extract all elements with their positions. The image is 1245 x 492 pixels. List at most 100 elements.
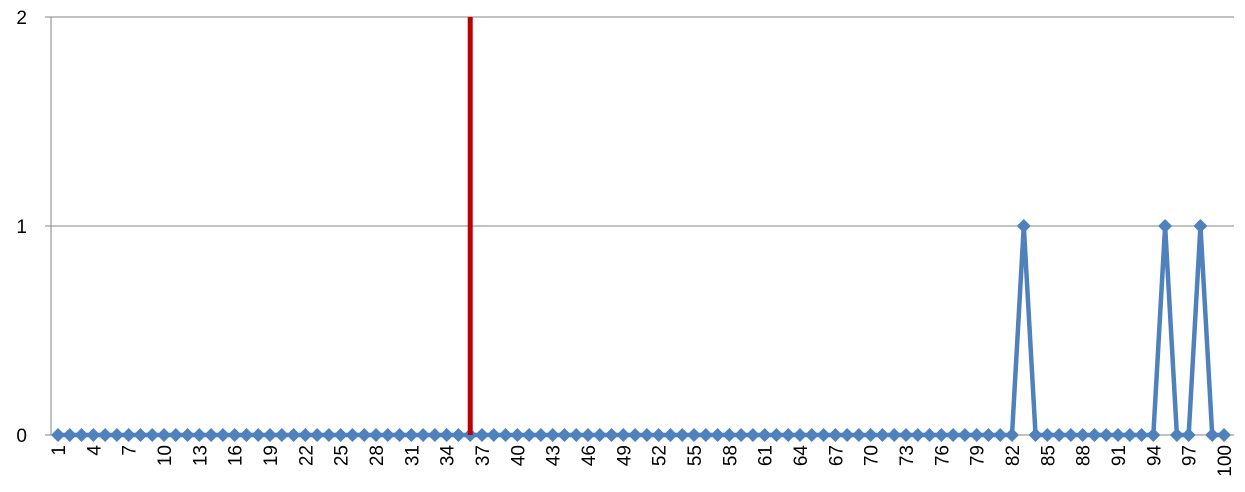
- data-point: [1146, 428, 1161, 442]
- data-point: [675, 428, 690, 442]
- x-tick-label: 22: [296, 445, 317, 466]
- data-point: [710, 428, 725, 442]
- data-point: [427, 428, 442, 442]
- x-tick-label: 61: [756, 445, 777, 466]
- data-point: [651, 428, 666, 442]
- data-point: [1205, 428, 1220, 442]
- data-point: [592, 428, 607, 442]
- data-point: [863, 428, 878, 442]
- x-tick-label: 31: [402, 445, 423, 466]
- data-point: [734, 428, 749, 442]
- data-point: [569, 428, 584, 442]
- data-point: [628, 428, 643, 442]
- data-point: [545, 428, 560, 442]
- data-point: [698, 428, 713, 442]
- x-tick-label: 82: [1003, 445, 1024, 466]
- data-point: [380, 428, 395, 442]
- data-point: [969, 428, 984, 442]
- x-tick-label: 73: [897, 445, 918, 466]
- data-point: [239, 428, 254, 442]
- data-point: [274, 428, 289, 442]
- x-tick-label: 4: [84, 445, 105, 456]
- data-point: [333, 428, 348, 442]
- data-point: [604, 428, 619, 442]
- data-point: [1111, 428, 1125, 442]
- data-point: [522, 428, 537, 442]
- data-point: [321, 428, 336, 442]
- data-point: [345, 428, 360, 442]
- data-point: [1099, 428, 1114, 442]
- data-point: [369, 428, 383, 442]
- data-point: [533, 428, 548, 442]
- data-point: [946, 428, 961, 442]
- series-line: [58, 223, 1224, 438]
- data-point: [310, 428, 325, 442]
- data-point: [416, 428, 431, 442]
- data-point: [722, 428, 737, 442]
- x-tick-label: 37: [473, 445, 494, 466]
- x-tick-label: 52: [650, 445, 671, 466]
- y-tick-label: 0: [16, 426, 27, 447]
- x-tick-label: 76: [932, 445, 953, 466]
- x-tick-label: 34: [438, 445, 459, 467]
- data-point: [793, 428, 807, 442]
- data-point: [557, 428, 572, 442]
- data-point: [86, 428, 101, 442]
- data-point: [840, 428, 855, 442]
- data-point: [639, 428, 654, 442]
- data-point: [757, 428, 772, 442]
- data-point: [581, 428, 595, 442]
- data-point: [781, 428, 796, 442]
- x-tick-label: 70: [862, 445, 883, 466]
- data-point: [745, 428, 760, 442]
- x-tick-label: 88: [1074, 445, 1095, 466]
- x-tick-label: 64: [791, 445, 812, 467]
- data-point: [62, 428, 77, 442]
- data-point: [357, 428, 372, 442]
- data-point: [1181, 428, 1196, 442]
- data-point: [769, 428, 784, 442]
- data-point: [180, 428, 195, 442]
- data-point: [498, 428, 513, 442]
- data-point: [887, 428, 902, 442]
- data-point: [899, 428, 913, 442]
- x-tick-label: 40: [508, 445, 529, 466]
- x-tick-label: 67: [826, 445, 847, 466]
- data-point: [298, 428, 313, 442]
- x-tick-label: 85: [1038, 445, 1059, 466]
- data-point: [851, 428, 866, 442]
- data-point: [263, 428, 277, 442]
- x-tick-label: 10: [155, 445, 176, 466]
- data-point: [922, 428, 937, 442]
- data-point: [804, 428, 819, 442]
- data-point: [404, 428, 419, 442]
- data-point: [286, 428, 301, 442]
- data-point: [1075, 428, 1090, 442]
- x-tick-label: 94: [1144, 445, 1165, 467]
- data-point: [616, 428, 631, 442]
- data-point: [1028, 428, 1043, 442]
- data-point: [1158, 219, 1173, 233]
- x-tick-label: 97: [1180, 445, 1201, 466]
- data-point: [451, 428, 466, 442]
- x-tick-label: 49: [614, 445, 635, 466]
- data-point: [1016, 219, 1031, 233]
- x-tick-label: 7: [120, 445, 141, 456]
- data-point: [1217, 428, 1231, 442]
- data-point: [1134, 428, 1149, 442]
- x-tick-label: 43: [544, 445, 565, 466]
- data-point: [1122, 428, 1137, 442]
- data-point: [1063, 428, 1078, 442]
- series-layer: [51, 219, 1231, 442]
- data-point: [227, 428, 242, 442]
- data-point: [510, 428, 525, 442]
- data-point: [392, 428, 407, 442]
- data-point: [957, 428, 972, 442]
- data-point: [486, 428, 501, 442]
- x-tick-label: 79: [968, 445, 989, 466]
- x-tick-label: 46: [579, 445, 600, 466]
- x-tick-label: 16: [226, 445, 247, 466]
- data-point: [109, 428, 124, 442]
- data-point: [828, 428, 843, 442]
- data-point: [121, 428, 136, 442]
